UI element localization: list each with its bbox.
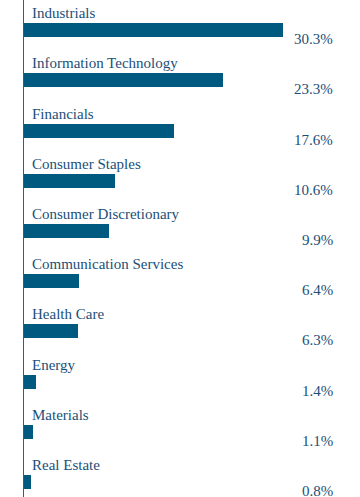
svg-text:10.6%: 10.6% bbox=[294, 182, 333, 198]
svg-text:Financials: Financials bbox=[32, 106, 94, 122]
svg-text:1.1%: 1.1% bbox=[302, 433, 333, 449]
svg-text:Information Technology: Information Technology bbox=[32, 55, 178, 71]
svg-text:Consumer Discretionary: Consumer Discretionary bbox=[32, 206, 180, 222]
svg-text:Energy: Energy bbox=[32, 357, 76, 373]
svg-text:17.6%: 17.6% bbox=[294, 132, 333, 148]
svg-text:Health Care: Health Care bbox=[32, 306, 104, 322]
svg-text:Materials: Materials bbox=[32, 407, 89, 423]
svg-text:6.4%: 6.4% bbox=[302, 282, 333, 298]
svg-text:Industrials: Industrials bbox=[32, 5, 95, 21]
svg-text:30.3%: 30.3% bbox=[294, 31, 333, 47]
svg-text:0.8%: 0.8% bbox=[302, 483, 333, 497]
svg-text:23.3%: 23.3% bbox=[294, 81, 333, 97]
svg-text:1.4%: 1.4% bbox=[302, 383, 333, 399]
svg-text:Consumer Staples: Consumer Staples bbox=[32, 156, 141, 172]
svg-text:Real Estate: Real Estate bbox=[32, 457, 100, 473]
svg-text:9.9%: 9.9% bbox=[302, 232, 333, 248]
svg-text:Communication Services: Communication Services bbox=[32, 256, 183, 272]
svg-text:6.3%: 6.3% bbox=[302, 332, 333, 348]
